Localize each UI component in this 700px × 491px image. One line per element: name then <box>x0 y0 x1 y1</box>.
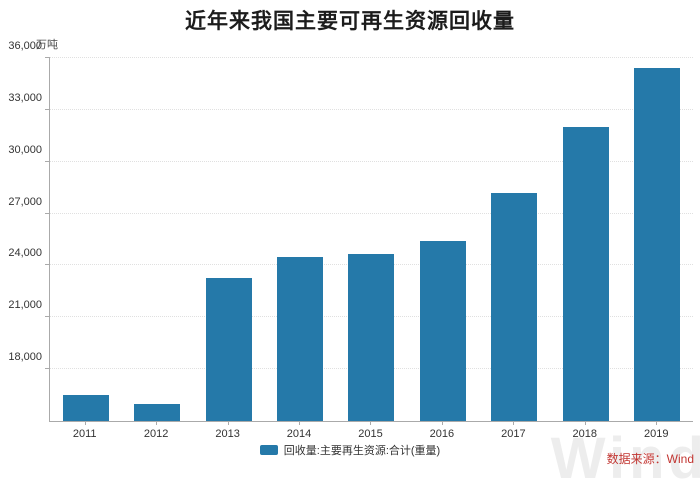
x-axis-tick-mark <box>156 421 158 425</box>
bar-2016 <box>419 241 466 421</box>
bar-2019 <box>634 68 681 421</box>
x-axis-tick-mark <box>513 421 515 425</box>
y-axis-tick-label: 18,000 <box>8 351 42 364</box>
x-axis-tick-label: 2019 <box>643 428 669 440</box>
y-axis-tick-label: 27,000 <box>8 195 42 208</box>
x-axis-slot: 2014 <box>263 421 334 442</box>
x-axis-tick-label: 2016 <box>429 428 455 440</box>
bar-slot <box>336 58 407 421</box>
x-axis-tick-mark <box>370 421 372 425</box>
y-axis-tick-label: 33,000 <box>8 91 42 104</box>
y-axis-tick-mark <box>45 160 50 162</box>
bar-series <box>50 58 693 421</box>
x-axis-slot: 2012 <box>120 421 191 442</box>
y-axis-tick-mark <box>45 264 50 266</box>
x-axis-tick-label: 2012 <box>143 428 169 440</box>
y-axis-tick-mark <box>45 212 50 214</box>
x-axis-tick-label: 2014 <box>286 428 312 440</box>
gridline <box>50 212 693 214</box>
bar-slot <box>193 58 264 421</box>
bar-2015 <box>348 254 395 421</box>
x-axis-tick-mark <box>656 421 658 425</box>
x-axis-slot: 2015 <box>335 421 406 442</box>
gridline <box>50 57 693 58</box>
y-axis-tick-mark <box>45 316 50 318</box>
bar-2011 <box>62 395 109 421</box>
x-axis-tick-label: 2018 <box>572 428 598 440</box>
x-axis-tick-mark <box>299 421 301 425</box>
gridline <box>50 108 693 110</box>
x-axis-slot: 2013 <box>192 421 263 442</box>
x-axis-tick-mark <box>584 421 586 425</box>
bar-2012 <box>134 403 181 421</box>
x-axis-ticks: 2011 2012 2013 2014 2015 2016 2017 2018 2019 <box>49 421 692 442</box>
bar-2014 <box>277 256 324 421</box>
bar-slot <box>622 58 693 421</box>
y-axis-tick-label: 36,000 <box>8 40 42 52</box>
legend: 回收量:主要再生资源:合计(重量) <box>0 442 700 458</box>
y-axis-tick-label: 30,000 <box>8 143 42 156</box>
x-axis-tick-mark <box>227 421 229 425</box>
x-axis-slot: 2019 <box>621 421 692 442</box>
gridline <box>50 160 693 162</box>
x-axis-slot: 2011 <box>49 421 120 442</box>
plot-area: 18,000 21,000 24,000 27,000 30,000 33,000 36,0… <box>8 40 693 422</box>
bar-slot <box>121 58 192 421</box>
bar-slot <box>50 58 121 421</box>
x-axis-tick-label: 2015 <box>358 428 383 440</box>
x-axis-tick-mark <box>441 421 443 425</box>
bar-slot <box>264 58 335 421</box>
bar-slot <box>550 58 621 421</box>
y-axis-tick-mark <box>45 368 50 370</box>
x-axis-tick-label: 2017 <box>501 428 526 440</box>
y-axis-tick-mark <box>45 57 50 58</box>
y-axis-tick-label: 21,000 <box>8 299 42 312</box>
x-axis-tick-mark <box>84 421 86 425</box>
bar-slot <box>479 58 550 421</box>
y-axis-tick-label: 24,000 <box>8 247 42 260</box>
bar-2013 <box>205 277 252 421</box>
chart-title: 近年来我国主要可再生资源回收量 <box>185 10 515 33</box>
x-axis-slot: 2016 <box>406 421 477 442</box>
legend-label: 回收量:主要再生资源:合计(重量) <box>283 445 441 457</box>
y-axis-unit-label: 万吨 <box>36 39 58 51</box>
x-axis-tick-label: 2011 <box>72 428 97 440</box>
bar-2017 <box>491 192 538 421</box>
bar-slot <box>407 58 478 421</box>
legend-swatch-icon <box>259 445 278 455</box>
bar-2018 <box>562 127 609 421</box>
y-axis-tick-mark <box>45 108 50 110</box>
data-source-label: 数据来源：Wind <box>606 452 694 466</box>
x-axis-tick-label: 2013 <box>215 428 240 440</box>
x-axis-slot: 2017 <box>478 421 549 442</box>
x-axis-slot: 2018 <box>549 421 620 442</box>
